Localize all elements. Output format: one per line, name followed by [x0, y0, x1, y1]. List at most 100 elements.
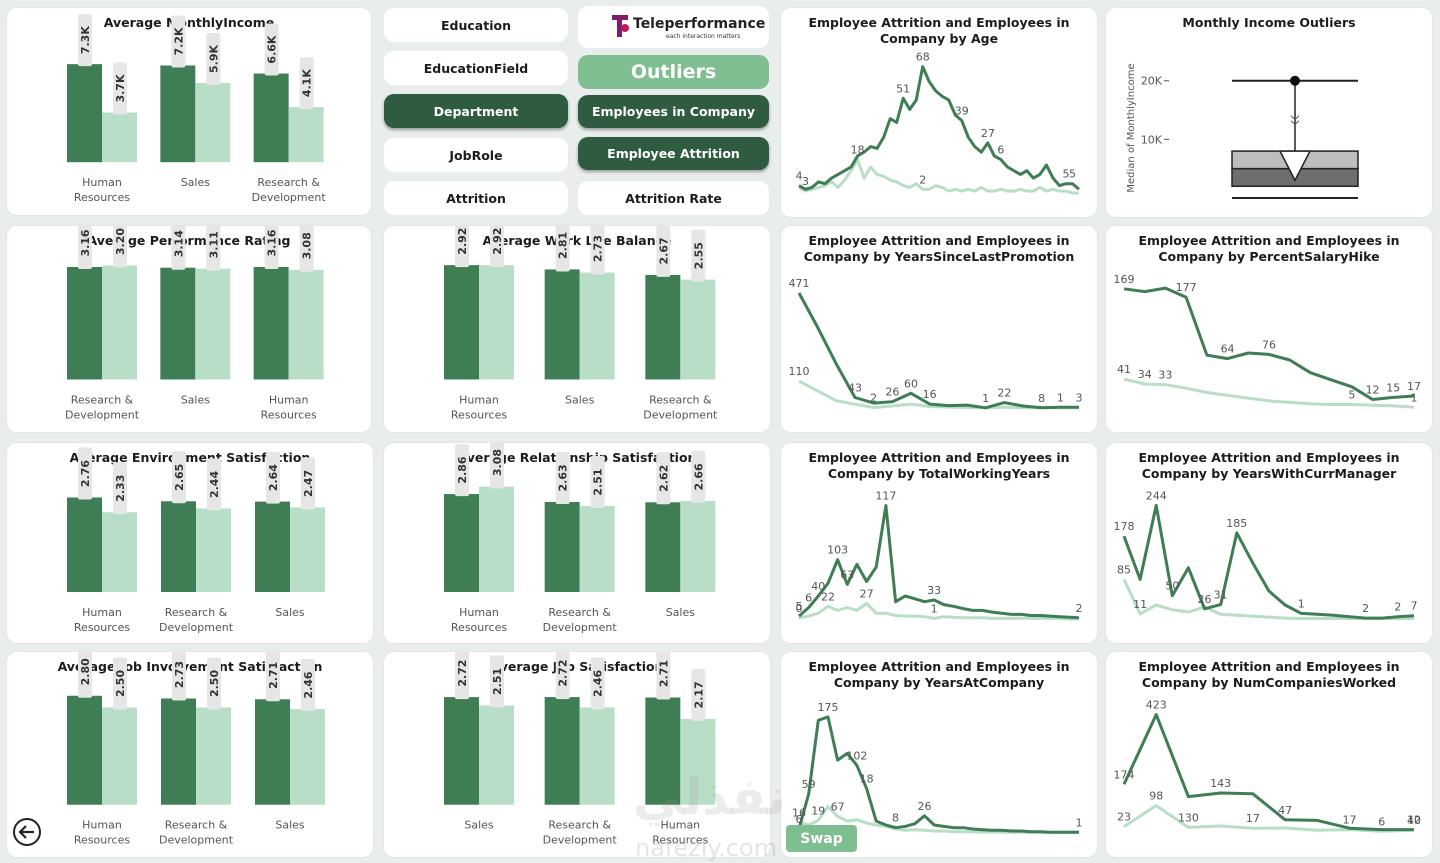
data-label: 2.46	[592, 669, 605, 696]
nav-button-employee-attrition[interactable]: Employee Attrition	[578, 137, 769, 170]
point-label: 423	[1146, 699, 1167, 712]
box-plot-outliers: Median of MonthlyIncome 10K 20K	[1126, 63, 1359, 199]
data-label-bg	[301, 659, 315, 712]
data-label: 2.72	[456, 660, 469, 687]
bar-dark	[444, 697, 479, 805]
nav-button-attrition[interactable]: Attrition	[384, 181, 568, 215]
nav-button-education[interactable]: Education	[384, 8, 568, 42]
point-label: 5	[1062, 168, 1069, 181]
y-axis-label: Median of MonthlyIncome	[1126, 63, 1137, 192]
point-label: 43	[848, 381, 862, 394]
category-label: Sales	[181, 393, 211, 406]
bar-dark	[67, 64, 102, 163]
bar-light	[102, 112, 137, 163]
swap-button[interactable]: Swap	[786, 825, 857, 852]
nav-button-attrition-rate[interactable]: Attrition Rate	[578, 181, 769, 215]
bar-dark	[544, 269, 580, 380]
bar-light	[579, 707, 615, 805]
data-label-bg	[78, 447, 92, 500]
bar-dark	[444, 494, 479, 592]
point-label: 31	[1214, 589, 1228, 602]
data-label: 3.14	[172, 230, 185, 257]
category-label: Human	[660, 819, 700, 832]
nav-button-department[interactable]: Department	[384, 94, 568, 128]
bar-dark	[160, 267, 196, 380]
bar-light	[196, 508, 231, 592]
data-label: 2.46	[302, 671, 315, 698]
data-label-bg	[171, 226, 186, 270]
category-label: Sales	[666, 606, 696, 619]
data-label: 2.92	[456, 228, 469, 255]
card-average-relationship-satisfaction: Average Relationship Satisfaction 2.86 3.…	[384, 443, 770, 643]
category-label: Human	[82, 819, 122, 832]
category-label: Development	[65, 408, 140, 421]
bar-chart-performance: 3.16 3.20 Research & Development 3.14 3.11 Sal…	[65, 226, 324, 421]
chart-title: Average Environment Satisfaction	[69, 450, 311, 465]
data-label-bg	[113, 462, 127, 515]
bar-light	[680, 500, 716, 592]
point-label: 169	[1114, 273, 1135, 286]
point-label: 2	[1076, 602, 1083, 615]
bar-light	[579, 506, 615, 592]
bar-light	[479, 705, 514, 805]
bar-dark	[645, 502, 681, 592]
point-label: 2	[1362, 602, 1369, 615]
bar-dark	[161, 501, 196, 592]
nav-button-education-field[interactable]: EducationField	[384, 51, 568, 85]
bar-light	[102, 512, 137, 592]
point-label: 143	[1210, 777, 1231, 790]
point-label: 22	[821, 590, 835, 603]
point-label: 23	[1117, 811, 1131, 824]
category-label: Development	[159, 621, 234, 634]
teleperformance-logo: Teleperformance each interaction matters	[578, 6, 769, 48]
point-label: 19	[811, 804, 825, 817]
chart-title: Average Relationship Satisfaction	[457, 450, 697, 465]
nav-button-outliers[interactable]: Outliers	[578, 55, 769, 89]
category-label: Development	[643, 408, 718, 421]
bar-light	[102, 707, 137, 805]
data-label: 2.51	[491, 668, 504, 695]
point-label: 51	[896, 82, 910, 95]
category-label: Research &	[257, 176, 320, 189]
chart-title: Employee Attrition and Employees in Comp…	[1138, 233, 1400, 264]
data-label: 4.1K	[301, 69, 314, 97]
data-label-bg	[171, 15, 186, 68]
chart-title: Employee Attrition and Employees in Comp…	[808, 450, 1070, 481]
chart-title: Average Work Life Balance	[482, 233, 672, 248]
point-label: 15	[1386, 381, 1400, 394]
bar-dark	[255, 699, 290, 805]
point-label: 8	[1038, 392, 1045, 405]
point-label: 26	[885, 386, 899, 399]
point-label: 7	[1411, 600, 1418, 613]
data-label: 3.16	[266, 229, 279, 256]
data-label-bg	[590, 456, 605, 509]
point-label: 174	[1114, 768, 1135, 781]
category-label: Human	[459, 393, 499, 406]
point-label: 12	[1366, 384, 1380, 397]
mean-marker	[1278, 150, 1312, 182]
line-chart-salary-hike: 169 177 76 64 41 34 33 5 12 15 171	[1114, 273, 1421, 409]
point-label: 17	[1407, 380, 1421, 393]
nav-button-employees-in-company[interactable]: Employees in Company	[578, 95, 769, 128]
bar-dark	[67, 497, 102, 592]
point-label: 60	[904, 377, 918, 390]
point-label: 130	[1178, 811, 1199, 824]
point-label: 471	[789, 277, 810, 290]
point-label: 6	[805, 591, 812, 604]
series-line-light	[1123, 804, 1415, 833]
bar-light	[479, 486, 514, 592]
point-label: 5	[1069, 168, 1076, 181]
card-average-job-satisfaction: Average Job Satisfaction 2.72 2.51 Sales 2.…	[384, 652, 770, 857]
bar-chart-income: 7.3K 3.7K Human Resources 7.2K 5.9K Sales 6.6K 4…	[67, 14, 326, 204]
bar-light	[290, 709, 325, 805]
bar-light	[579, 272, 615, 380]
bar-dark	[253, 266, 289, 380]
point-label: 117	[875, 489, 896, 502]
nav-button-job-role[interactable]: JobRole	[384, 138, 568, 172]
data-label: 5.9K	[207, 44, 220, 72]
bar-dark	[255, 501, 290, 592]
series-line-dark	[1122, 503, 1415, 620]
back-arrow-icon[interactable]	[12, 817, 42, 847]
